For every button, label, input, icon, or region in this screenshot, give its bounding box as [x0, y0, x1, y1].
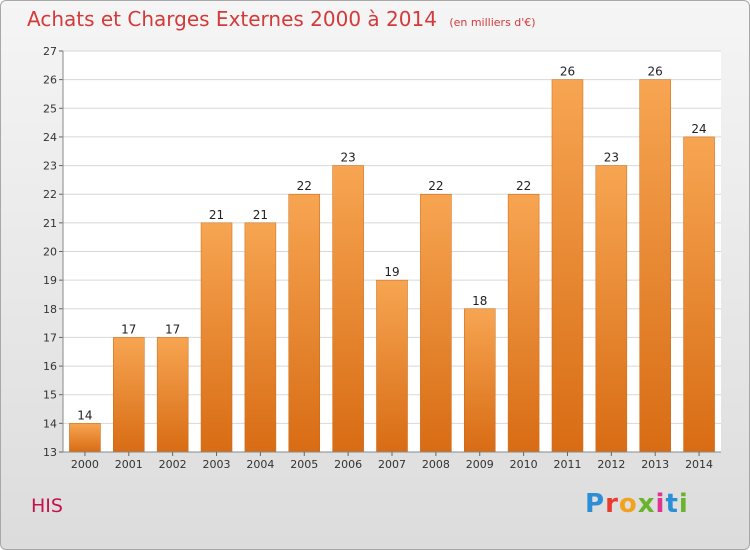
logo-letter: o: [618, 489, 638, 519]
bar-value-label: 26: [560, 65, 575, 79]
bar-value-label: 22: [516, 179, 531, 193]
x-tick-label: 2011: [553, 458, 581, 471]
y-tick-label: 13: [43, 446, 57, 459]
bar-value-label: 21: [209, 208, 224, 222]
bar-value-label: 23: [604, 151, 619, 165]
y-tick-label: 19: [43, 274, 57, 287]
x-tick-label: 2003: [203, 458, 231, 471]
bar-value-label: 22: [297, 179, 312, 193]
bar-value-label: 17: [121, 322, 136, 336]
y-tick-label: 21: [43, 217, 57, 230]
bar-2011[interactable]: [551, 79, 584, 453]
bar-2001[interactable]: [113, 337, 145, 453]
chart-title-text: Achats et Charges Externes 2000 à 2014: [27, 7, 437, 31]
x-tick-label: 2001: [115, 458, 143, 471]
logo-letter: P: [585, 489, 606, 519]
x-tick-label: 2005: [290, 458, 318, 471]
x-tick-label: 2004: [246, 458, 274, 471]
y-tick-label: 27: [43, 45, 57, 58]
bar-2005[interactable]: [288, 193, 321, 453]
y-tick-label: 18: [43, 303, 57, 316]
y-tick-label: 23: [43, 160, 57, 173]
y-tick-label: 16: [43, 360, 57, 373]
bar-value-label: 19: [384, 265, 399, 279]
x-tick-label: 2008: [422, 458, 450, 471]
bar-value-label: 24: [691, 122, 706, 136]
x-tick-label: 2000: [71, 458, 99, 471]
bar-2012[interactable]: [595, 165, 628, 453]
bar-value-label: 14: [77, 408, 92, 422]
bar-value-label: 22: [428, 179, 443, 193]
y-tick-label: 26: [43, 74, 57, 87]
y-tick-label: 14: [43, 417, 57, 430]
logo-letter: i: [655, 489, 666, 519]
place-name: HIS: [31, 495, 63, 517]
logo-letter: t: [665, 489, 679, 519]
x-tick-label: 2012: [597, 458, 625, 471]
chart-title: Achats et Charges Externes 2000 à 2014 (…: [27, 7, 536, 31]
bar-2013[interactable]: [639, 79, 671, 453]
bar-2010[interactable]: [507, 193, 540, 453]
bar-value-label: 18: [472, 294, 487, 308]
y-tick-label: 24: [43, 131, 57, 144]
logo-letter: x: [637, 489, 656, 519]
bar-value-label: 26: [648, 65, 663, 79]
bar-value-label: 17: [165, 322, 180, 336]
bar-2014[interactable]: [683, 136, 715, 453]
logo-letter: i: [678, 489, 689, 519]
bar-2007[interactable]: [376, 279, 408, 453]
x-tick-label: 2009: [466, 458, 494, 471]
bar-2000[interactable]: [69, 423, 101, 453]
x-tick-label: 2014: [685, 458, 713, 471]
logo-letter: r: [605, 489, 619, 519]
proxiti-logo[interactable]: Proxiti: [585, 489, 689, 519]
bar-2002[interactable]: [156, 337, 189, 453]
chart-subtitle: (en milliers d'€): [449, 16, 536, 29]
bar-value-label: 23: [340, 151, 355, 165]
bar-2004[interactable]: [244, 222, 277, 453]
y-tick-label: 25: [43, 102, 57, 115]
bar-2008[interactable]: [420, 193, 452, 453]
x-tick-label: 2007: [378, 458, 406, 471]
y-tick-label: 22: [43, 188, 57, 201]
y-tick-label: 20: [43, 246, 57, 259]
bar-2006[interactable]: [332, 165, 364, 453]
bar-value-label: 21: [253, 208, 268, 222]
x-tick-label: 2006: [334, 458, 362, 471]
x-tick-label: 2013: [641, 458, 669, 471]
y-tick-label: 15: [43, 389, 57, 402]
x-tick-label: 2010: [510, 458, 538, 471]
bar-2009[interactable]: [463, 308, 496, 453]
x-tick-label: 2002: [159, 458, 187, 471]
bar-2003[interactable]: [200, 222, 233, 453]
y-tick-label: 17: [43, 331, 57, 344]
